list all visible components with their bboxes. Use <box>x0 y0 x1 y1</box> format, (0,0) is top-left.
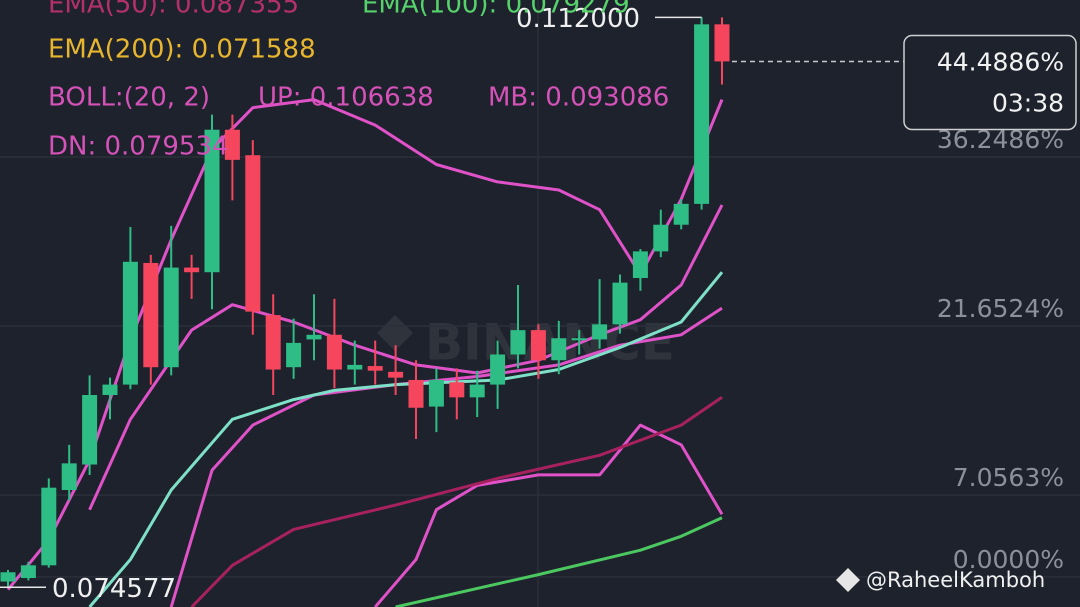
candle-body <box>0 572 16 582</box>
candle-body <box>204 129 220 273</box>
legend-entry: EMA(100): 0.079279 <box>362 0 630 20</box>
y-tick-label: 0.0000% <box>953 545 1064 574</box>
candle-body <box>102 384 118 396</box>
credit-text: @RaheelKamboh <box>866 568 1045 592</box>
candle-body <box>20 565 36 579</box>
candle-body <box>551 338 567 361</box>
candle-body <box>714 24 730 62</box>
indicator-line <box>190 396 723 607</box>
candle-body <box>306 334 322 340</box>
indicator-line <box>395 516 723 607</box>
y-tick-label: 21.6524% <box>937 294 1064 323</box>
y-tick-label: 7.0563% <box>953 463 1064 492</box>
candle-body <box>367 366 383 371</box>
legend-entry: MB: 0.093086 <box>488 83 669 113</box>
candle-body <box>490 354 506 385</box>
candle-body <box>449 382 465 398</box>
candle-body <box>408 379 424 408</box>
last-price-label: 44.4886% <box>937 48 1064 77</box>
candle-body <box>143 262 159 368</box>
candle-body <box>347 364 363 370</box>
low-price-label: 0.074577 <box>52 574 176 604</box>
legend-entry: UP: 0.106638 <box>258 83 434 113</box>
candle-body <box>632 251 648 279</box>
candle-body <box>286 342 302 368</box>
indicator-line <box>374 423 724 607</box>
candle-body <box>122 261 138 385</box>
watermark-logo <box>377 315 413 351</box>
candle-body <box>469 384 485 398</box>
candle-body <box>184 267 200 273</box>
candle-body <box>326 334 342 370</box>
candle-body <box>673 203 689 225</box>
candle-body <box>388 371 404 378</box>
candle-body <box>163 267 179 368</box>
candle-body <box>224 129 240 160</box>
legend-entry: BOLL:(20, 2) <box>48 83 210 113</box>
candle-body <box>41 487 57 566</box>
legend-entry: DN: 0.079534 <box>48 132 229 162</box>
candle-body <box>592 324 608 340</box>
candle-body <box>510 330 526 355</box>
candle-body <box>245 155 261 312</box>
candle-body <box>653 224 669 252</box>
credit: @RaheelKamboh <box>836 568 1045 592</box>
candle-body <box>530 330 546 361</box>
candle-body <box>265 315 281 370</box>
candle-body <box>694 24 710 204</box>
high-price-label: 0.112000 <box>516 4 640 34</box>
last-price-box <box>903 34 1077 131</box>
candle-body <box>571 338 587 341</box>
candle-body <box>82 395 98 465</box>
legend-entry: EMA(50): 0.087355 <box>48 0 299 20</box>
candle-body <box>428 379 444 407</box>
countdown-label: 03:38 <box>992 89 1064 118</box>
credit-icon <box>836 568 860 592</box>
legend-entry: EMA(200): 0.071588 <box>48 35 316 65</box>
candle-body <box>61 463 77 491</box>
candle-body <box>612 282 628 325</box>
indicator-line <box>88 271 724 607</box>
